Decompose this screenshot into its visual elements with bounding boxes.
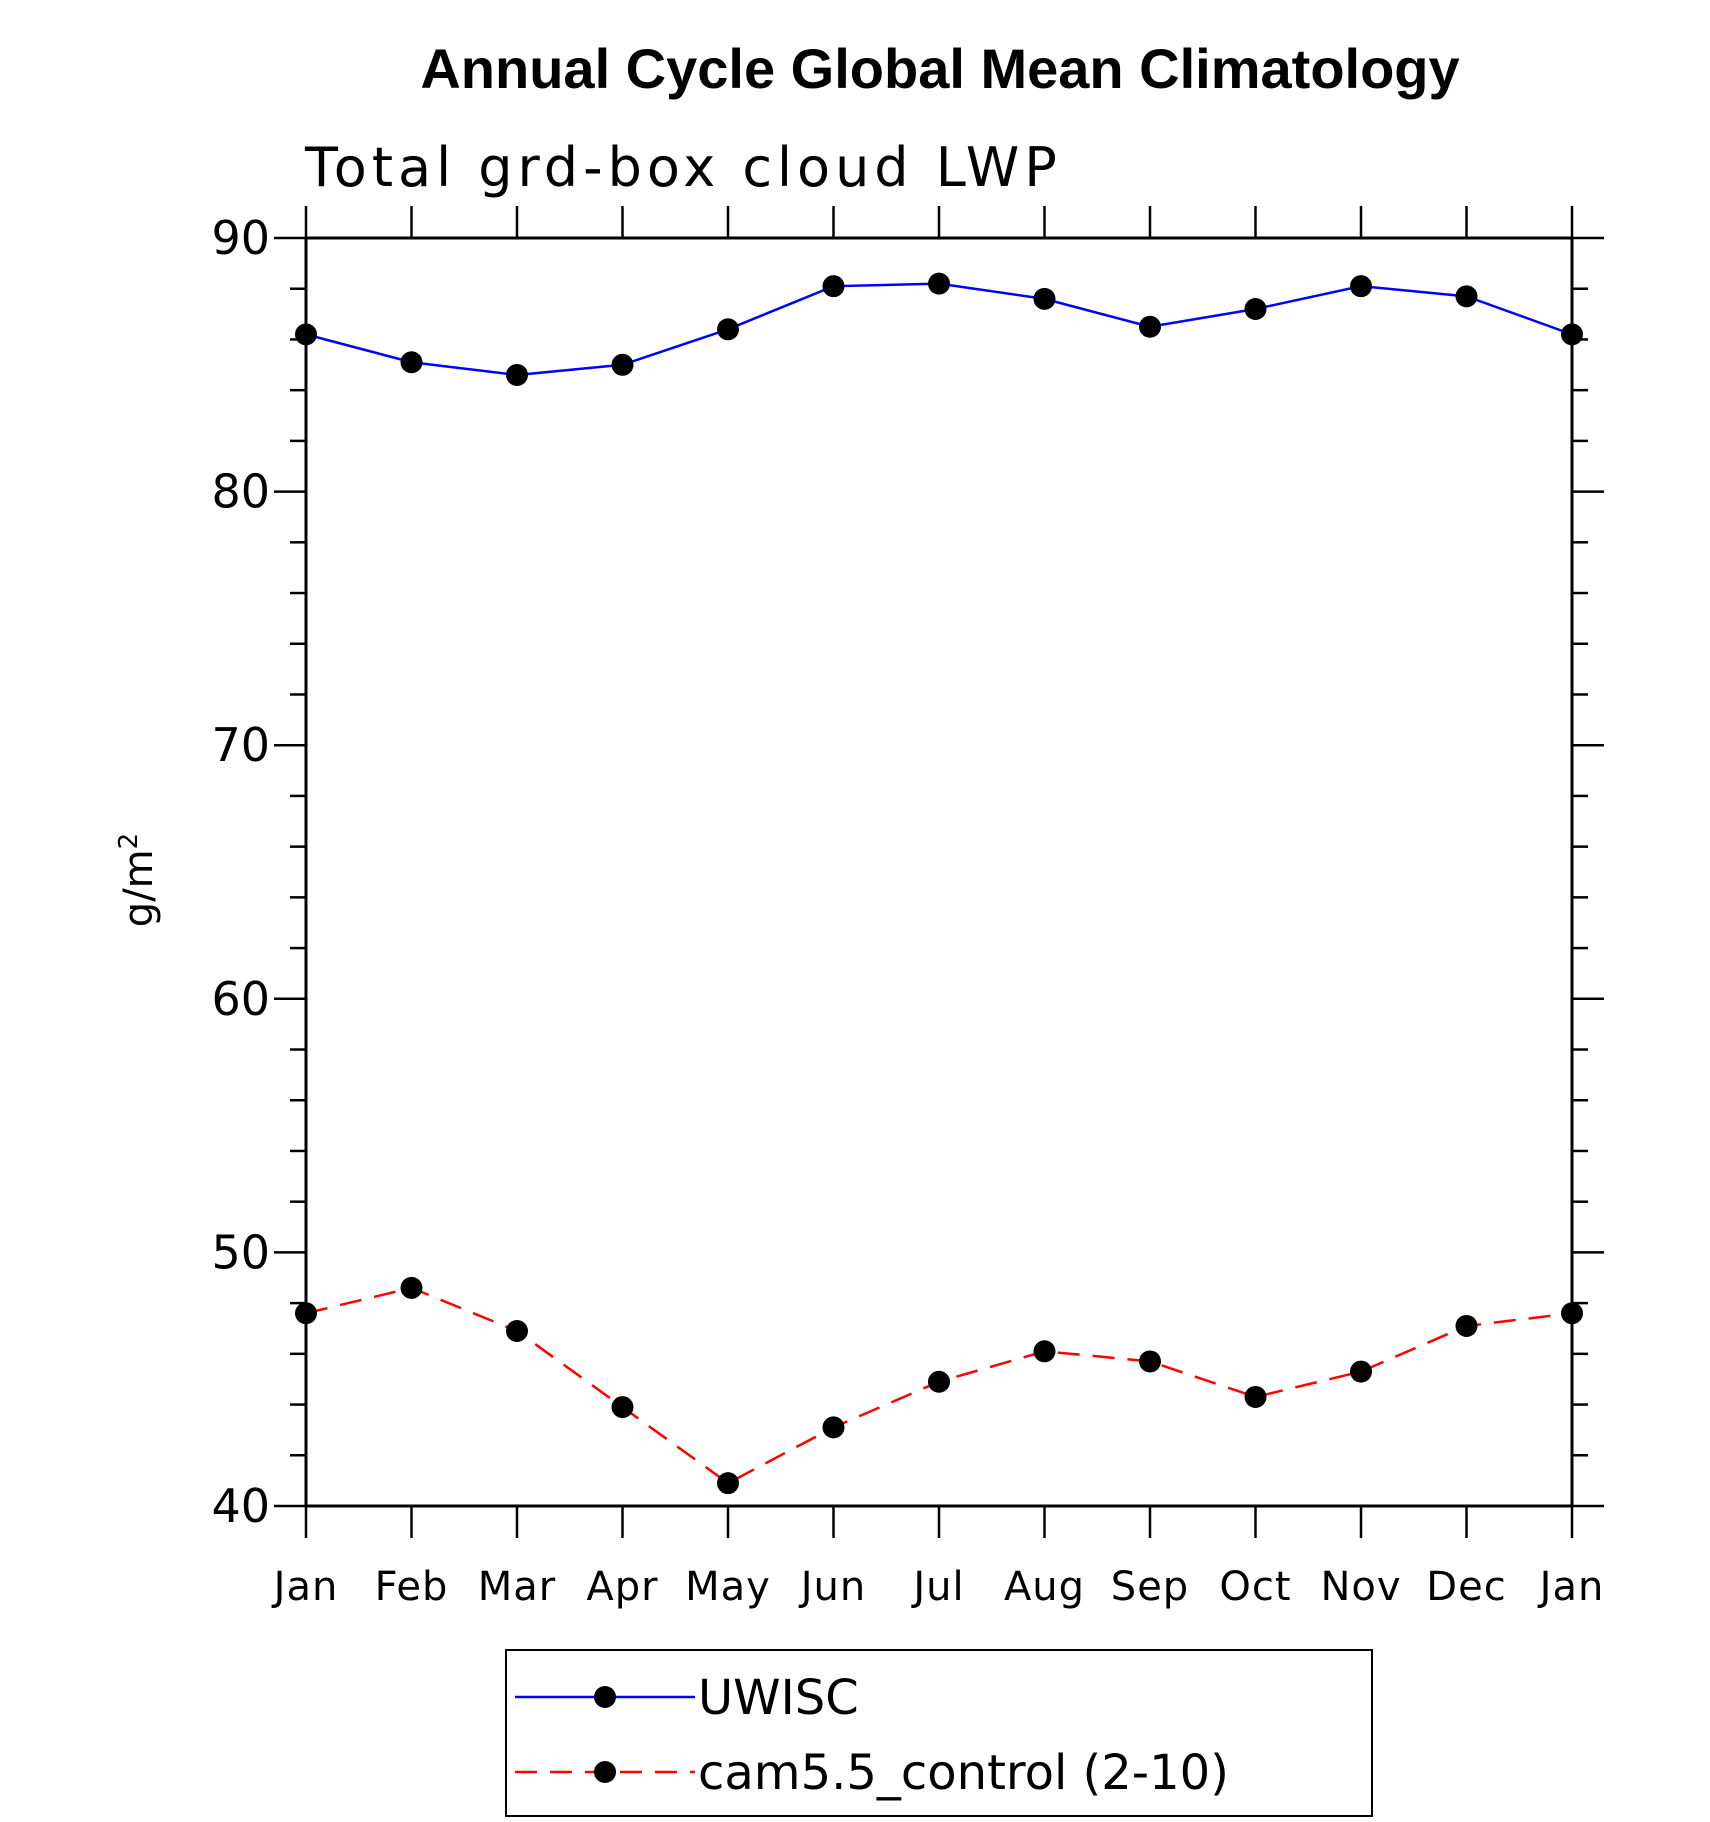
data-point [1561,1302,1583,1325]
data-point [717,1472,739,1495]
x-tick-label: Apr [586,1564,658,1610]
data-point [400,1276,423,1299]
legend-label: cam5.5_control (2-10) [698,1745,1229,1801]
data-point [295,1302,317,1325]
x-tick-label: Nov [1320,1564,1401,1610]
data-point [611,353,634,376]
data-point [928,1370,950,1393]
data-point [1350,1360,1372,1383]
y-tick-label: 70 [211,718,270,772]
y-tick-label: 60 [211,972,270,1026]
series-line [305,282,1573,377]
x-tick-label: Sep [1111,1564,1189,1610]
x-tick-label: Jan [271,1564,339,1610]
x-tick-label: Mar [478,1564,556,1610]
y-tick-label: 50 [211,1225,270,1279]
data-point [506,1320,528,1343]
data-point [400,351,423,374]
x-tick-label: Oct [1219,1564,1291,1610]
data-point [822,1416,845,1439]
legend-marker [594,1761,616,1783]
series-1 [295,272,1583,386]
x-tick-label: May [685,1564,771,1610]
x-tick-label: Jun [798,1564,867,1610]
data-point [611,1396,634,1419]
x-tick-label: Jul [910,1564,964,1610]
x-tick-label: Jan [1537,1564,1605,1610]
series-2 [295,1276,1583,1495]
plot-axes: 40 50 60 70 80 90 Jan Feb Mar Apr May Jun Jul Aug Sep O… [211,206,1604,1610]
data-point [1350,275,1372,298]
data-point [1561,323,1583,346]
legend-label: UWISC [698,1670,859,1726]
data-point [928,272,950,295]
data-point [717,318,739,341]
data-point [822,275,845,298]
data-point [1139,315,1161,338]
data-point [1455,285,1478,308]
data-point [506,363,528,386]
data-point [295,323,317,346]
data-point [1033,1340,1056,1363]
series-layer [295,272,1583,1495]
y-axis-label-unit: g/m [116,849,162,927]
legend-box [505,1649,1373,1817]
legend: UWISC cam5.5_control (2-10) [505,1649,1373,1817]
data-point [1244,1385,1267,1408]
legend-marker [594,1686,616,1708]
plot-frame [304,236,1574,1508]
chart-subtitle: Total grd-box cloud LWP [304,136,1062,199]
y-tick-label: 80 [211,465,270,519]
data-point [1033,287,1056,310]
y-tick-label: 90 [211,211,270,265]
x-tick-label: Dec [1426,1564,1506,1610]
y-axis-label-exponent: 2 [114,833,144,850]
chart-title: Annual Cycle Global Mean Climatology [420,37,1459,100]
data-point [1244,298,1267,321]
x-tick-label: Aug [1004,1564,1085,1610]
data-point [1139,1350,1161,1373]
y-axis-label: g/m2 [114,833,162,927]
data-point [1455,1314,1478,1337]
y-tick-label: 40 [211,1479,270,1533]
x-tick-label: Feb [375,1564,449,1610]
